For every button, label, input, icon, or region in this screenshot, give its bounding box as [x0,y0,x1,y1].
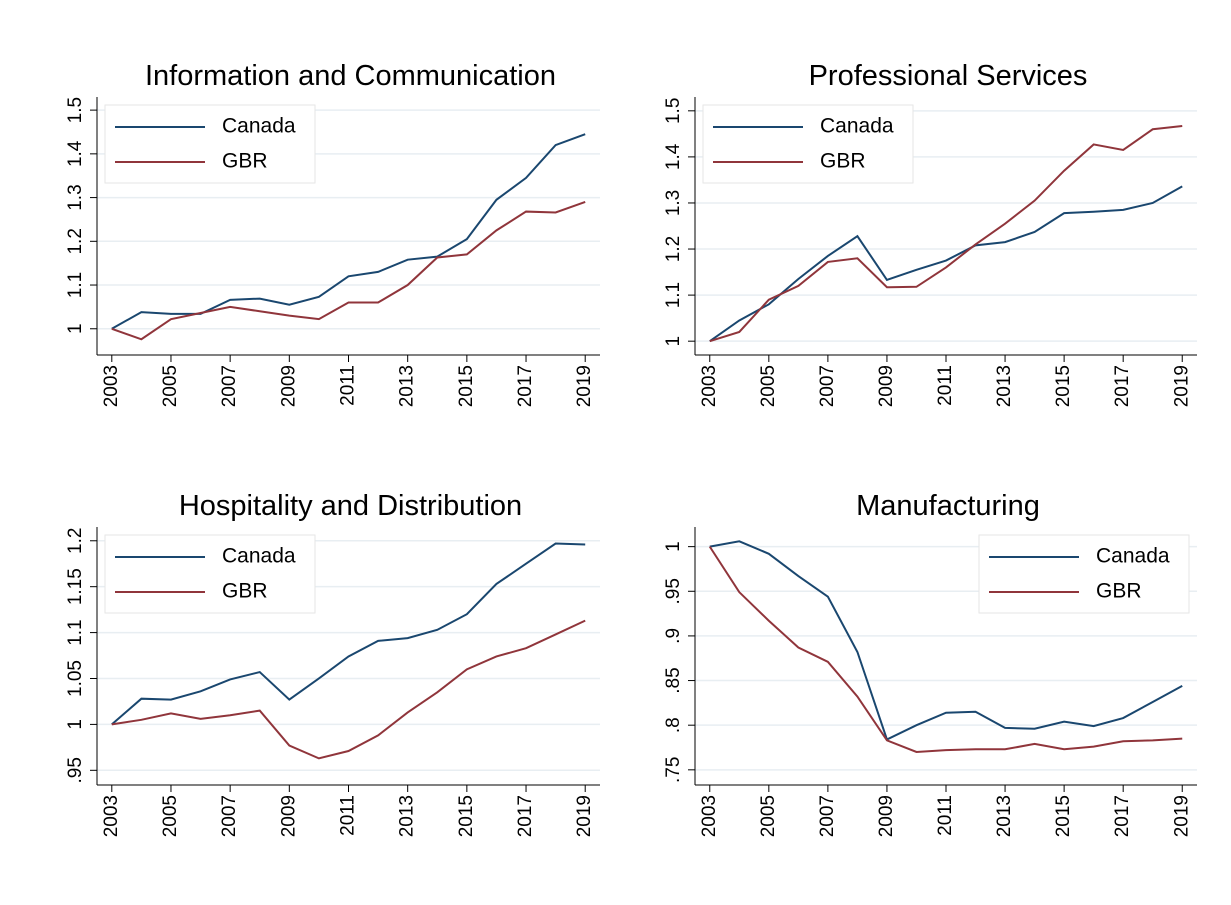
x-tick-label: 2005 [160,795,181,837]
legend-label: Canada [222,545,296,568]
series-line [111,619,586,760]
x-tick-label: 2003 [699,795,720,837]
x-tick-label: 2011 [935,795,956,836]
y-tick-label: .8 [663,717,684,733]
legend-label: GBR [222,150,268,173]
y-tick-label: 1.1 [65,272,86,298]
x-tick-label: 2015 [1053,365,1074,407]
y-tick-label: 1.5 [65,97,86,123]
y-tick-label: 1.1 [65,619,86,645]
y-tick-label: 1.3 [663,190,684,216]
x-tick-label: 2013 [994,365,1015,407]
y-tick-label: 1.05 [65,660,86,697]
series-line [708,546,1183,753]
legend-box [104,534,316,614]
x-tick-label: 2019 [1171,365,1192,407]
y-tick-label: 1 [663,541,684,552]
y-tick-label: 1.4 [663,143,684,170]
x-tick-label: 2009 [278,795,299,837]
x-tick-label: 2019 [574,365,595,407]
chart-title: Information and Communication [145,60,556,92]
subplot: Information and Communication 1 1.1 1.2 1.3 1… [65,60,600,407]
x-tick-label: 2013 [397,365,418,407]
x-tick-label: 2015 [456,365,477,407]
x-tick-label: 2011 [338,365,359,406]
x-tick-label: 2011 [338,795,359,836]
subplot: Professional Services 1 1.1 1.2 1.3 1.4 1.5 200… [663,60,1197,407]
chart-title: Hospitality and Distribution [179,490,522,522]
y-tick-label: .95 [65,757,86,783]
x-tick-label: 2003 [101,795,122,837]
x-tick-label: 2007 [219,365,240,407]
legend-label: GBR [1096,580,1142,603]
x-tick-label: 2007 [817,795,838,837]
y-tick-label: 1.5 [663,98,684,124]
x-tick-label: 2003 [101,365,122,407]
x-tick-label: 2007 [817,365,838,407]
x-tick-label: 2015 [456,795,477,837]
x-tick-label: 2019 [574,795,595,837]
y-tick-label: 1.1 [663,282,684,308]
y-tick-label: .75 [663,757,684,783]
chart-title: Professional Services [809,60,1088,92]
series-line [709,125,1183,343]
legend-label: Canada [820,115,894,138]
legend-label: Canada [1096,545,1170,568]
x-tick-label: 2017 [1112,795,1133,837]
x-tick-label: 2017 [515,365,536,407]
x-tick-label: 2005 [160,365,181,407]
series-line [111,201,586,341]
y-tick-label: 1.3 [65,184,86,210]
x-tick-label: 2017 [515,795,536,837]
series-line [111,542,586,726]
x-tick-label: 2007 [219,795,240,837]
y-tick-label: 1.4 [65,140,86,167]
x-tick-label: 2011 [935,365,956,406]
series-line [111,133,586,330]
x-tick-label: 2009 [876,365,897,407]
x-tick-label: 2019 [1171,795,1192,837]
x-tick-label: 2003 [699,365,720,407]
y-tick-label: .95 [663,578,684,604]
y-tick-label: .85 [663,667,684,693]
legend-label: Canada [222,115,296,138]
y-tick-label: 1.15 [65,568,86,605]
y-tick-label: 1 [65,719,86,730]
subplot: Manufacturing .75 .8 .85 .9 .95 1 2003 2005 2007 2… [663,490,1197,837]
y-tick-label: 1 [663,336,684,347]
x-tick-label: 2013 [397,795,418,837]
legend-label: GBR [222,580,268,603]
x-tick-label: 2009 [278,365,299,407]
x-tick-label: 2009 [876,795,897,837]
y-tick-label: 1 [65,323,86,334]
series-line [709,185,1183,342]
y-tick-label: .9 [663,628,684,644]
x-tick-label: 2017 [1112,365,1133,407]
x-tick-label: 2005 [758,795,779,837]
legend-box [702,104,914,184]
y-tick-label: 1.2 [65,528,86,554]
x-tick-label: 2005 [758,365,779,407]
subplot: Hospitality and Distribution .95 1 1.05 1.1 1… [65,490,600,837]
y-tick-label: 1.2 [663,236,684,262]
x-tick-label: 2013 [994,795,1015,837]
legend-box [104,104,316,184]
series-line [709,540,1183,741]
legend-box [978,534,1190,614]
chart-title: Manufacturing [856,490,1040,522]
y-tick-label: 1.2 [65,228,86,254]
legend-label: GBR [820,150,866,173]
x-tick-label: 2015 [1053,795,1074,837]
